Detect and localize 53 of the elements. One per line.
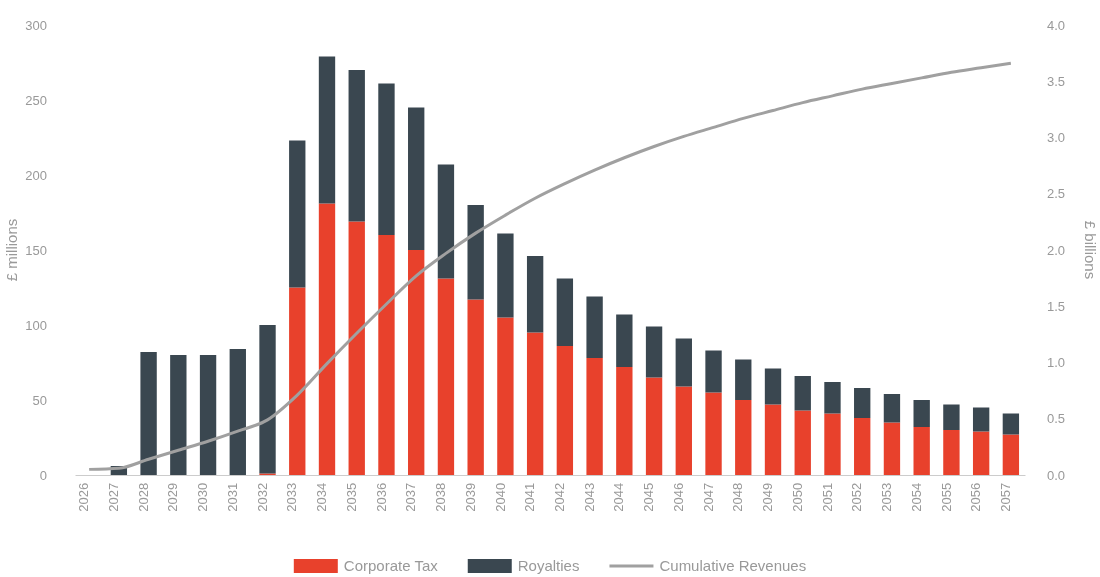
y2-tick-label: 3.0 — [1047, 130, 1066, 146]
x-tick-label: 2050 — [789, 482, 805, 512]
x-tick-label: 2033 — [284, 482, 300, 512]
x-tick-label: 2027 — [105, 482, 121, 512]
x-tick-label: 2053 — [879, 482, 895, 512]
y-axis-title: £ millions — [3, 218, 20, 282]
y2-tick-label: 2.0 — [1047, 242, 1066, 258]
x-tick-label: 2040 — [492, 482, 508, 512]
x-tick-label: 2044 — [611, 482, 627, 512]
y-tick-label: 50 — [32, 392, 47, 408]
y-tick-label: 0 — [39, 467, 47, 483]
x-tick-label: 2047 — [700, 482, 716, 512]
y-tick-label: 150 — [25, 242, 47, 258]
y2-tick-label: 0.0 — [1047, 467, 1066, 483]
x-tick-label: 2031 — [224, 482, 240, 512]
y2-tick-label: 1.0 — [1047, 355, 1066, 371]
y-tick-label: 300 — [25, 17, 47, 33]
x-tick-label: 2032 — [254, 482, 270, 512]
x-tick-label: 2057 — [997, 482, 1013, 512]
y-tick-label: 200 — [25, 167, 47, 183]
y-tick-label: 100 — [25, 317, 47, 333]
x-tick-label: 2054 — [908, 482, 924, 512]
x-tick-label: 2028 — [135, 482, 151, 512]
y2-axis-title: £ billions — [1082, 220, 1099, 280]
y2-tick-label: 1.5 — [1047, 298, 1066, 314]
legend-label: Royalties — [517, 557, 580, 574]
x-tick-label: 2041 — [522, 482, 538, 512]
x-tick-label: 2037 — [403, 482, 419, 512]
y2-tick-label: 4.0 — [1047, 17, 1066, 33]
legend-label: Cumulative Revenues — [659, 557, 807, 574]
x-tick-label: 2043 — [581, 482, 597, 512]
y2-tick-label: 0.5 — [1047, 411, 1066, 427]
y2-tick-label: 3.5 — [1047, 73, 1066, 89]
x-tick-label: 2030 — [195, 482, 211, 512]
x-tick-label: 2036 — [373, 482, 389, 512]
x-tick-label: 2049 — [760, 482, 776, 512]
x-tick-label: 2045 — [641, 482, 657, 512]
x-tick-label: 2042 — [551, 482, 567, 512]
x-tick-label: 2052 — [849, 482, 865, 512]
x-tick-label: 2055 — [938, 482, 954, 512]
x-tick-label: 2039 — [462, 482, 478, 512]
y2-tick-label: 2.5 — [1047, 186, 1066, 202]
x-tick-label: 2029 — [165, 482, 181, 512]
x-tick-label: 2026 — [76, 482, 92, 512]
x-tick-label: 2051 — [819, 482, 835, 512]
x-tick-label: 2056 — [968, 482, 984, 512]
y-tick-label: 250 — [25, 92, 47, 108]
x-tick-label: 2038 — [433, 482, 449, 512]
x-tick-label: 2046 — [670, 482, 686, 512]
x-tick-label: 2034 — [314, 482, 330, 512]
x-tick-label: 2035 — [343, 482, 359, 512]
legend-label: Corporate Tax — [343, 557, 439, 574]
x-tick-label: 2048 — [730, 482, 746, 512]
